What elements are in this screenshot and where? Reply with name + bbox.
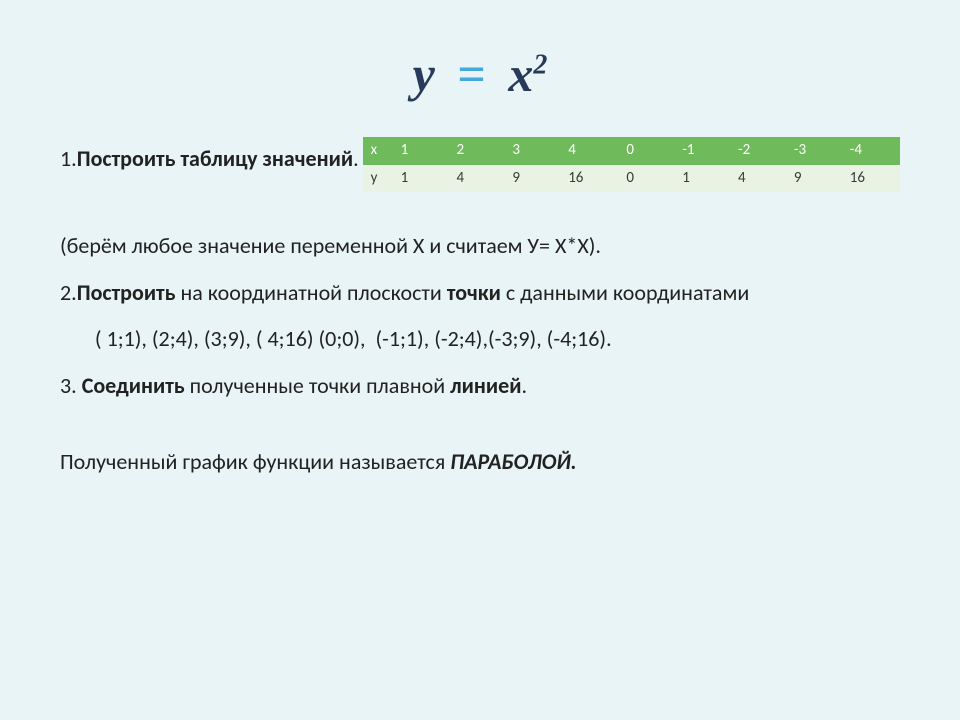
formula-lhs: y — [413, 46, 435, 102]
coords: ( 1;1), (2;4), (3;9), ( 4;16) (0;0), (-1… — [60, 325, 900, 354]
table-row: x 1 2 3 4 0 -1 -2 -3 -4 — [363, 137, 900, 165]
step3: 3. Соединить полученные точки плавной ли… — [60, 372, 900, 401]
cell: 0 — [618, 165, 674, 193]
step3-mid: полученные точки плавной — [185, 372, 450, 399]
formula-eq: = — [457, 46, 486, 102]
step2-bold2: точки — [447, 279, 501, 306]
formula-rhs-base: x — [508, 46, 533, 102]
cell: 0 — [618, 137, 674, 165]
step2-tail: с данными координатами — [501, 279, 749, 306]
cell: 9 — [786, 165, 842, 193]
note1: (берём любое значение переменной Х и счи… — [60, 232, 900, 261]
cell: 9 — [504, 165, 560, 193]
cell: 3 — [504, 137, 560, 165]
slide: y = x2 1.Построить таблицу значений. x 1… — [0, 0, 960, 720]
step2-mid: на координатной плоскости — [176, 279, 447, 306]
cell: -1 — [674, 137, 730, 165]
cell: 16 — [842, 165, 900, 193]
step3-bold1: Соединить — [82, 372, 185, 399]
formula: y = x2 — [60, 45, 900, 103]
step2: 2.Построить на координатной плоскости то… — [60, 279, 900, 308]
cell: -3 — [786, 137, 842, 165]
final-name: ПАРАБОЛОЙ. — [450, 448, 576, 475]
formula-rhs-exp: 2 — [533, 49, 547, 80]
cell: 4 — [730, 165, 786, 193]
step2-num: 2. — [60, 279, 77, 306]
cell: 1 — [393, 165, 449, 193]
values-table: x 1 2 3 4 0 -1 -2 -3 -4 y 1 4 9 16 — [363, 137, 900, 192]
step3-bold2: линией — [450, 372, 521, 399]
cell: 1 — [393, 137, 449, 165]
step3-num: 3. — [60, 372, 82, 399]
table-row: y 1 4 9 16 0 1 4 9 16 — [363, 165, 900, 193]
cell: 16 — [560, 165, 618, 193]
step1-row: 1.Построить таблицу значений. x 1 2 3 4 … — [60, 143, 900, 192]
cell: 2 — [448, 137, 504, 165]
step1-num: 1. — [60, 145, 77, 172]
content: 1.Построить таблицу значений. x 1 2 3 4 … — [60, 143, 900, 477]
cell: x — [363, 137, 393, 165]
cell: -2 — [730, 137, 786, 165]
step1-text: 1.Построить таблицу значений. — [60, 143, 359, 174]
cell: 4 — [560, 137, 618, 165]
final: Полученный график функции называется ПАР… — [60, 448, 900, 477]
cell: y — [363, 165, 393, 193]
step1-bold: Построить таблицу значений — [77, 145, 353, 172]
step3-dot: . — [521, 372, 527, 399]
step1-dot: . — [353, 145, 359, 172]
final-lead: Полученный график функции называется — [60, 448, 450, 475]
step2-bold1: Построить — [77, 279, 176, 306]
cell: -4 — [842, 137, 900, 165]
cell: 1 — [674, 165, 730, 193]
cell: 4 — [448, 165, 504, 193]
